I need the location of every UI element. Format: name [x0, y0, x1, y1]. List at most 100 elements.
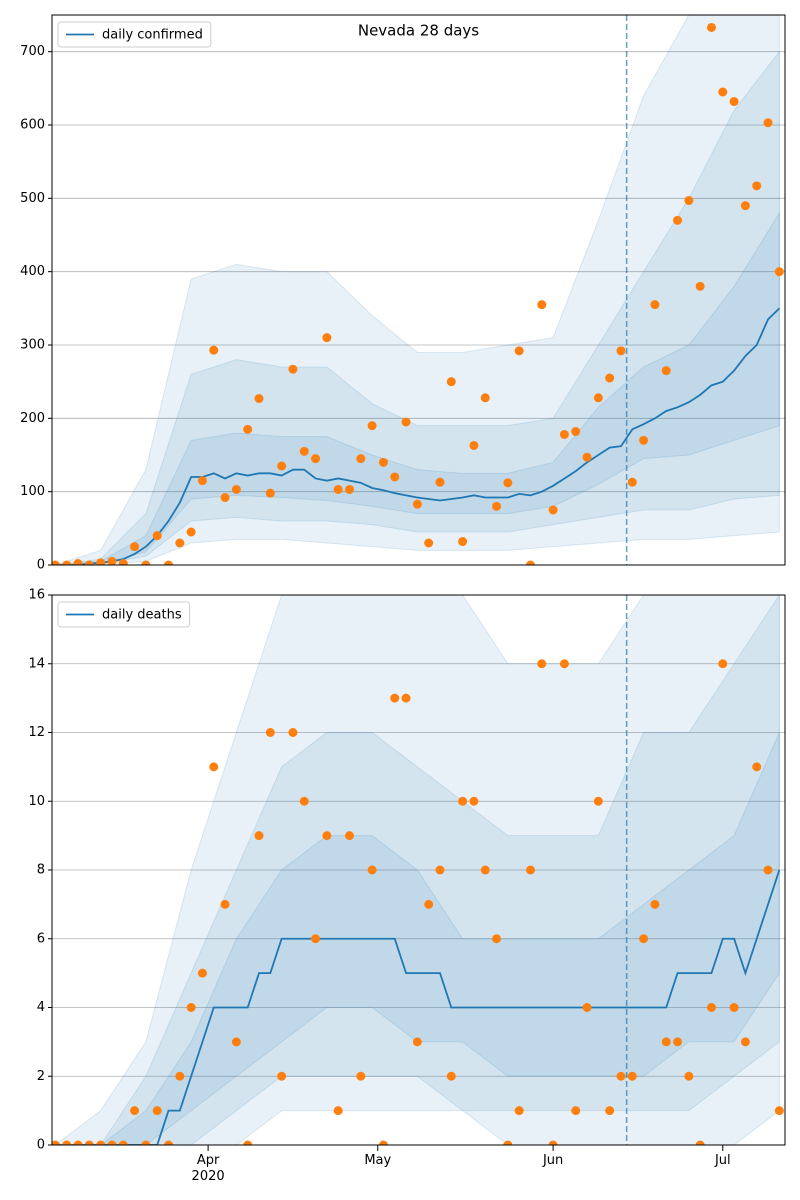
- observed-point: [62, 1140, 72, 1145]
- x-tick-label: Apr 2020: [191, 1153, 225, 1184]
- observed-point: [673, 215, 683, 225]
- observed-point: [186, 1003, 196, 1012]
- y-tick-label: 500: [20, 191, 45, 206]
- observed-point: [548, 505, 558, 515]
- observed-point: [118, 1140, 128, 1145]
- observed-point: [52, 560, 60, 565]
- observed-point: [548, 1140, 558, 1145]
- observed-point: [706, 1003, 716, 1012]
- observed-point: [356, 1071, 366, 1081]
- observed-point: [322, 333, 332, 343]
- observed-point: [322, 831, 332, 841]
- y-tick-label: 10: [28, 794, 45, 809]
- axes: 0 100 200 300 400 500 600 700 Nevada 28 days dail…: [20, 14, 786, 573]
- observed-point: [503, 478, 513, 488]
- observed-point: [559, 659, 569, 669]
- observed-point: [254, 831, 264, 841]
- observed-point: [593, 796, 603, 806]
- observed-point: [73, 559, 83, 565]
- observed-point: [571, 427, 581, 437]
- observed-point: [288, 364, 298, 374]
- observed-point: [752, 181, 762, 191]
- observed-point: [84, 560, 94, 565]
- legend: daily deaths: [57, 601, 191, 628]
- observed-point: [231, 484, 241, 494]
- y-tick-label: 0: [37, 1138, 45, 1153]
- observed-point: [254, 394, 264, 404]
- y-tick-label: 2: [37, 1069, 45, 1084]
- observed-point: [220, 899, 230, 909]
- y-tick-label: 8: [37, 863, 45, 878]
- observed-point: [367, 421, 377, 431]
- observed-point: [582, 452, 592, 462]
- observed-point: [367, 865, 377, 875]
- observed-point: [695, 1140, 705, 1145]
- y-tick-label: 4: [37, 1000, 45, 1015]
- observed-point: [650, 899, 660, 909]
- observed-point: [243, 1140, 253, 1145]
- observed-point: [130, 1106, 140, 1116]
- y-tick-label: 0: [37, 558, 45, 573]
- observed-point: [605, 373, 615, 383]
- observed-point: [525, 560, 535, 565]
- observed-point: [480, 865, 490, 875]
- observed-point: [378, 457, 388, 467]
- observed-point: [96, 1140, 106, 1145]
- observed-point: [435, 477, 445, 487]
- observed-point: [311, 934, 321, 944]
- observed-point: [390, 693, 400, 703]
- observed-point: [424, 899, 434, 909]
- observed-point: [718, 87, 728, 97]
- observed-point: [52, 1140, 60, 1145]
- observed-point: [243, 424, 253, 434]
- observed-point: [390, 472, 400, 482]
- observed-point: [582, 1003, 592, 1012]
- observed-point: [639, 435, 649, 445]
- observed-point: [220, 493, 230, 503]
- observed-point: [537, 300, 547, 310]
- confidence-band: [55, 211, 780, 565]
- observed-point: [763, 865, 773, 875]
- observed-point: [412, 1037, 422, 1047]
- observed-point: [458, 537, 468, 547]
- observed-point: [288, 728, 298, 737]
- observed-point: [593, 393, 603, 403]
- observed-point: [469, 440, 479, 450]
- observed-point: [84, 1140, 94, 1145]
- y-tick-label: 700: [20, 44, 45, 59]
- y-tick-label: 100: [20, 484, 45, 499]
- observed-point: [616, 1071, 626, 1081]
- observed-point: [424, 538, 434, 548]
- y-tick-label: 600: [20, 118, 45, 133]
- observed-point: [469, 796, 479, 806]
- observed-point: [571, 1106, 581, 1116]
- observed-point: [152, 531, 162, 541]
- observed-point: [480, 393, 490, 403]
- observed-point: [695, 281, 705, 291]
- y-tick-label: 12: [28, 725, 45, 740]
- chart-title: Nevada 28 days: [358, 22, 479, 40]
- observed-point: [627, 1071, 637, 1081]
- legend-box: [57, 601, 191, 628]
- observed-point: [661, 366, 671, 376]
- y-tick-label: 16: [28, 588, 45, 603]
- observed-point: [164, 1140, 174, 1145]
- observed-point: [446, 1071, 456, 1081]
- observed-point: [299, 796, 309, 806]
- observed-point: [616, 346, 626, 356]
- plot-area: [52, 595, 784, 1145]
- observed-point: [277, 461, 287, 471]
- observed-point: [107, 556, 117, 565]
- observed-point: [333, 484, 343, 494]
- y-tick-label: 6: [37, 931, 45, 946]
- observed-point: [627, 477, 637, 487]
- observed-point: [197, 968, 207, 978]
- observed-point: [514, 1106, 524, 1116]
- observed-point: [661, 1037, 671, 1047]
- observed-point: [729, 97, 739, 107]
- observed-point: [141, 560, 151, 565]
- observed-point: [130, 542, 140, 552]
- observed-point: [514, 346, 524, 356]
